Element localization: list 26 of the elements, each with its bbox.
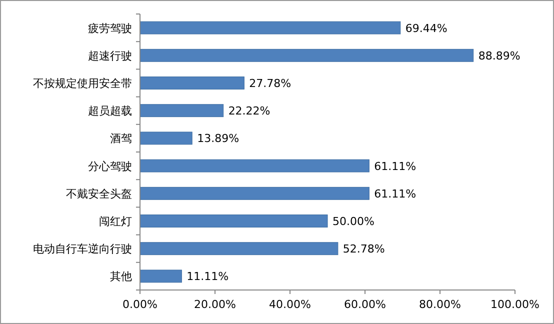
data-label: 69.44% (405, 22, 448, 35)
y-tick-label: 不戴安全头盔 (66, 187, 132, 200)
y-tick-label: 疲劳驾驶 (88, 22, 132, 35)
data-label: 22.22% (228, 104, 270, 118)
x-tick-label: 60.00% (344, 298, 386, 311)
y-tick-label: 分心驾驶 (88, 160, 132, 173)
data-label: 11.11% (186, 270, 229, 284)
x-tick-label: 0.00% (122, 298, 158, 311)
y-tick-label: 闯红灯 (99, 215, 132, 228)
data-label: 13.89% (197, 132, 240, 146)
x-tick-label: 80.00% (419, 298, 461, 311)
data-label: 52.78% (342, 242, 385, 256)
x-tick-label: 100.00% (490, 298, 540, 311)
data-label: 88.89% (478, 49, 520, 62)
y-tick-label: 其他 (110, 270, 132, 284)
x-tick-label: 40.00% (269, 298, 311, 311)
data-label: 61.11% (374, 187, 416, 200)
data-label: 27.78% (249, 77, 292, 90)
y-tick-label: 超速行驶 (88, 49, 132, 62)
y-tick-label: 不按规定使用安全带 (33, 77, 132, 90)
y-tick-label: 酒驾 (110, 132, 132, 146)
y-tick-label: 超员超载 (88, 104, 132, 118)
y-tick-label: 电动自行车逆向行驶 (33, 242, 132, 256)
data-label: 50.00% (332, 215, 374, 228)
data-label: 61.11% (374, 160, 416, 173)
x-tick-label: 20.00% (194, 298, 236, 311)
